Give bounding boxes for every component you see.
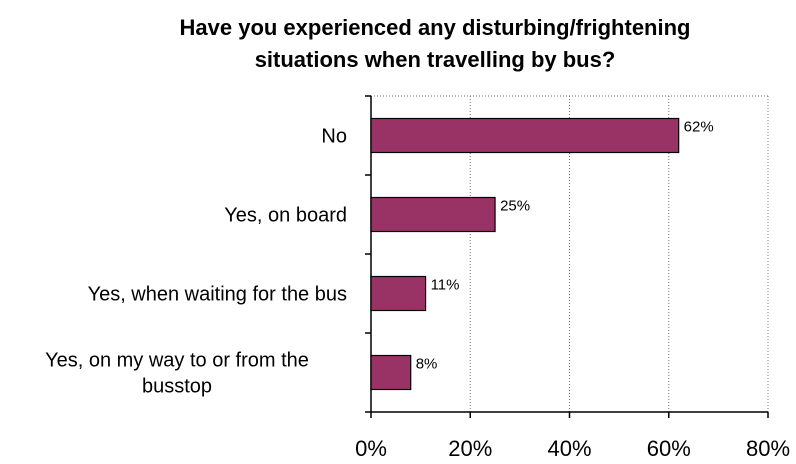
- data-label-3: 8%: [416, 356, 438, 373]
- category-label-0: No: [321, 126, 347, 148]
- category-label-3-line-1: busstop: [142, 376, 212, 398]
- data-label-0: 62%: [684, 119, 714, 136]
- bar-0: [370, 117, 680, 154]
- x-tick-label-3: 60%: [647, 436, 691, 461]
- bar-3: [370, 354, 412, 391]
- data-label-2: 11%: [431, 277, 460, 294]
- bar-1: [370, 196, 496, 233]
- category-label-2: Yes, when waiting for the bus: [88, 284, 347, 306]
- chart-title-line-2: situations when travelling by bus?: [254, 47, 616, 72]
- x-tick-label-2: 40%: [547, 436, 591, 461]
- x-tick-label-4: 80%: [746, 436, 790, 461]
- bar-2: [370, 275, 427, 312]
- x-tick-label-0: 0%: [355, 436, 387, 461]
- data-label-1: 25%: [500, 198, 530, 215]
- x-tick-label-1: 20%: [448, 436, 492, 461]
- chart-title-line-1: Have you experienced any disturbing/frig…: [179, 15, 691, 40]
- category-label-3-line-0: Yes, on my way to or from the: [45, 350, 309, 372]
- category-label-1: Yes, on board: [224, 205, 347, 227]
- chart-title: Have you experienced any disturbing/frig…: [120, 12, 750, 76]
